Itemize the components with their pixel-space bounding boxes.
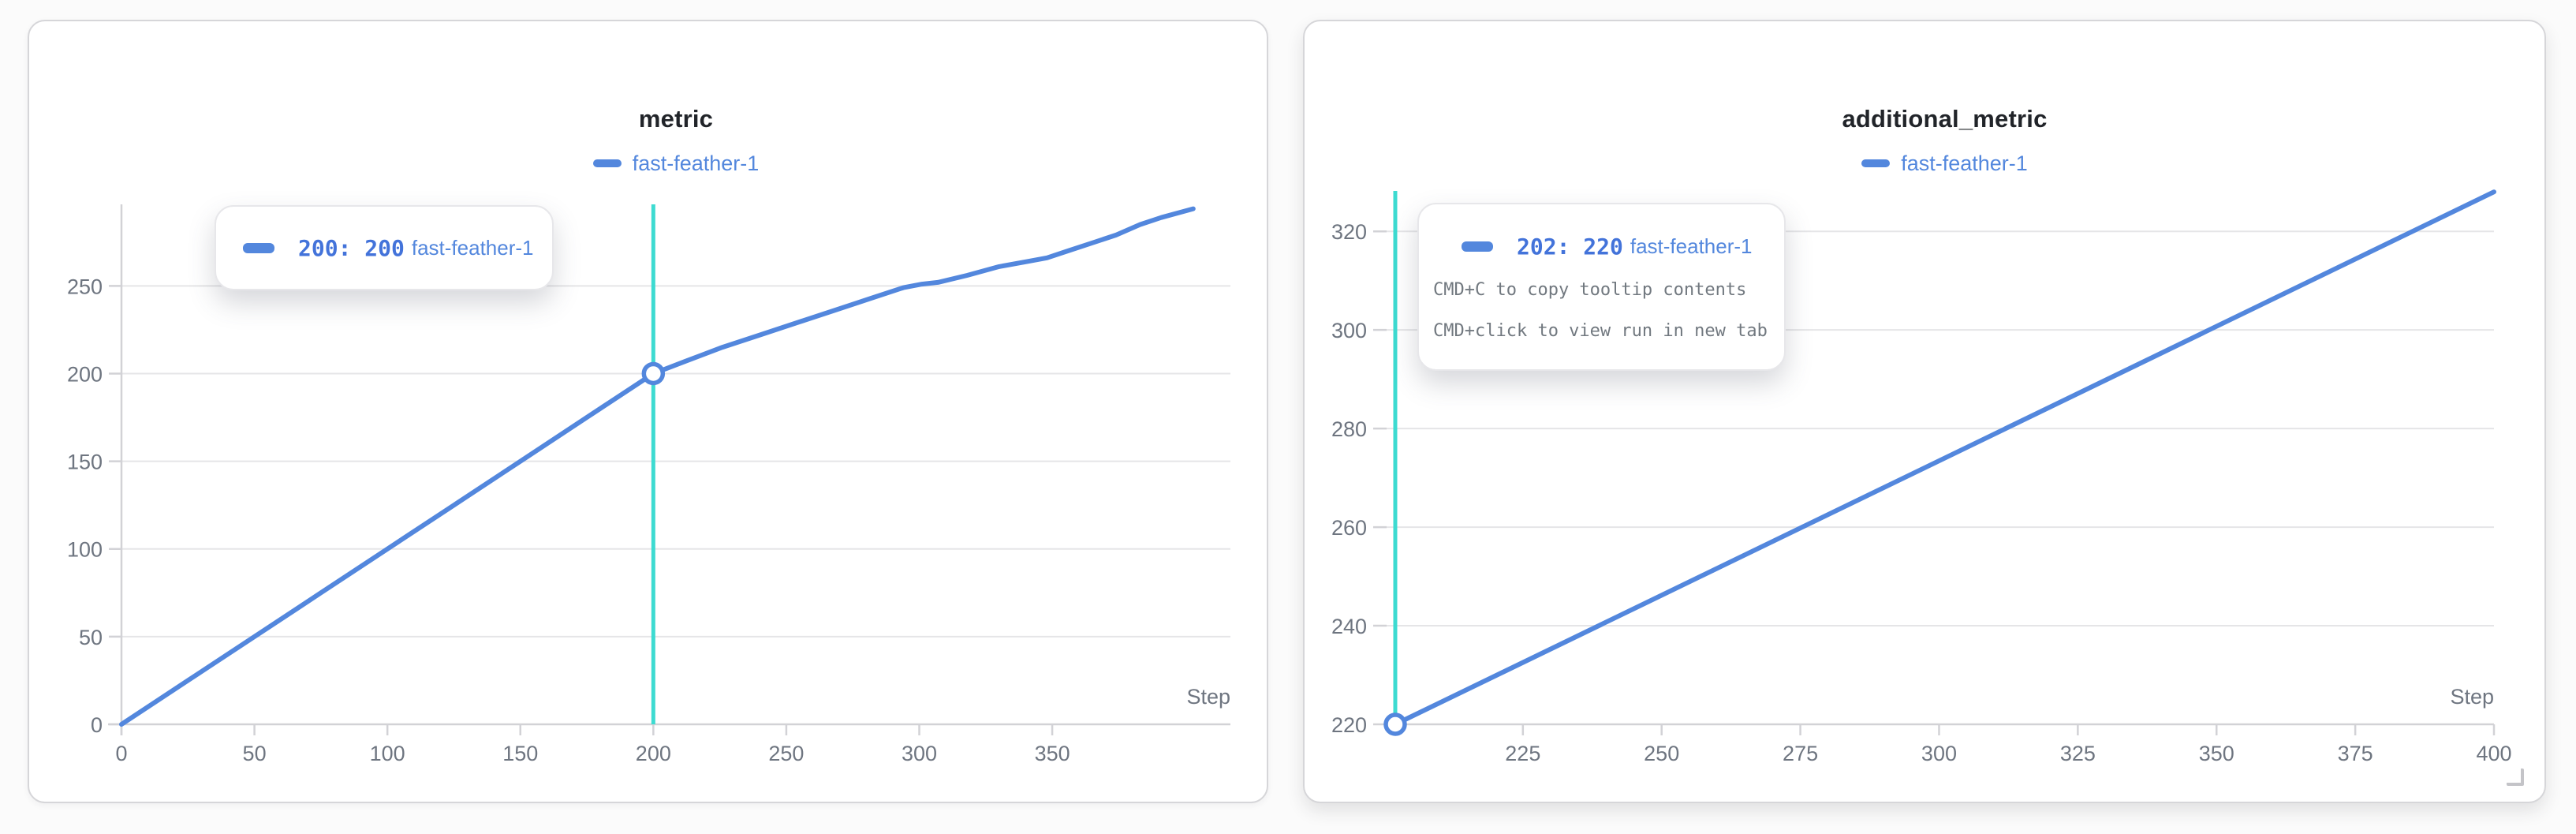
panel-metric: 0 50 100 150 200 250 0 50 100 150 200 250 300 350 Step… bbox=[28, 20, 1268, 803]
tooltip: 200: 200 fast-feather-1 bbox=[215, 205, 554, 290]
x-tick-label: 150 bbox=[502, 742, 538, 765]
x-tick-label: 300 bbox=[1921, 742, 1957, 765]
run-line[interactable] bbox=[1393, 189, 2496, 727]
x-tick-label: 275 bbox=[1783, 742, 1818, 765]
legend-run-label: fast-feather-1 bbox=[1901, 151, 2028, 175]
tooltip-step-value: 200: 200 bbox=[298, 234, 405, 261]
metric-chart-plot[interactable]: 0 50 100 150 200 250 0 50 100 150 200 250 300 350 Step bbox=[29, 21, 1270, 805]
x-tick-label: 250 bbox=[768, 742, 804, 765]
x-tick-label: 350 bbox=[1035, 742, 1070, 765]
chart-title: metric bbox=[638, 105, 714, 133]
panel-resize-handle-icon[interactable] bbox=[2507, 769, 2524, 786]
x-tick-label: 0 bbox=[115, 742, 127, 765]
chart-title: additional_metric bbox=[1842, 105, 2048, 133]
tooltip-hint-copy: CMD+C to copy tooltip contents bbox=[1433, 280, 1747, 300]
run-color-dash-icon bbox=[1861, 159, 1891, 167]
y-tick-label: 0 bbox=[91, 713, 103, 737]
legend-item[interactable]: fast-feather-1 bbox=[121, 148, 1230, 179]
highlighted-point-marker[interactable] bbox=[1383, 712, 1407, 736]
y-tick-label: 300 bbox=[1331, 319, 1367, 342]
tooltip-run-dash-icon bbox=[243, 242, 274, 253]
y-tick-label: 250 bbox=[67, 275, 103, 298]
y-tick-label: 50 bbox=[79, 626, 103, 649]
x-axis-title: Step bbox=[1186, 685, 1230, 709]
y-tick-label: 200 bbox=[67, 362, 103, 386]
x-tick-label: 100 bbox=[370, 742, 405, 765]
x-tick-label: 250 bbox=[1644, 742, 1679, 765]
x-tick-label: 375 bbox=[2338, 742, 2373, 765]
tooltip-run-name: fast-feather-1 bbox=[411, 235, 534, 260]
x-tick-label: 400 bbox=[2476, 742, 2511, 765]
tooltip-hint-open: CMD+click to view run in new tab bbox=[1433, 320, 1768, 341]
x-tick-label: 325 bbox=[2060, 742, 2096, 765]
run-line[interactable] bbox=[119, 206, 1196, 727]
y-tick-label: 280 bbox=[1331, 417, 1367, 441]
x-axis-title: Step bbox=[2450, 685, 2494, 709]
panel-additional-metric: 220 240 260 280 300 320 225 250 275 300 325 350 375 4… bbox=[1303, 20, 2546, 803]
x-tick-label: 225 bbox=[1505, 742, 1540, 765]
x-tick-label: 300 bbox=[902, 742, 937, 765]
tooltip-step-value: 202: 220 bbox=[1517, 233, 1623, 260]
x-tick-label: 200 bbox=[636, 742, 671, 765]
tooltip-run-dash-icon bbox=[1462, 241, 1493, 252]
y-tick-label: 150 bbox=[67, 451, 103, 474]
y-tick-label: 220 bbox=[1331, 713, 1367, 737]
tooltip-value-row: 202: 220 fast-feather-1 bbox=[1462, 234, 1768, 260]
x-tick-label: 50 bbox=[243, 742, 267, 765]
y-tick-label: 240 bbox=[1331, 615, 1367, 638]
tooltip-run-name: fast-feather-1 bbox=[1630, 234, 1753, 258]
additional-metric-chart-plot[interactable]: 220 240 260 280 300 320 225 250 275 300 325 350 375 4… bbox=[1305, 21, 2548, 805]
legend-item[interactable]: fast-feather-1 bbox=[1395, 148, 2494, 179]
y-tick-label: 100 bbox=[67, 538, 103, 562]
tooltip: 202: 220 fast-feather-1 CMD+C to copy to… bbox=[1417, 203, 1786, 371]
y-tick-label: 320 bbox=[1331, 220, 1367, 244]
legend-run-label: fast-feather-1 bbox=[632, 151, 760, 175]
x-tick-label: 350 bbox=[2199, 742, 2234, 765]
highlighted-point-marker[interactable] bbox=[641, 361, 666, 386]
run-color-dash-icon bbox=[592, 159, 622, 167]
y-tick-label: 260 bbox=[1331, 516, 1367, 540]
